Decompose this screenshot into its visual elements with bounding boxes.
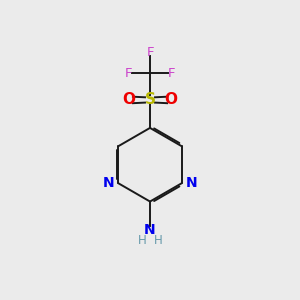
Text: H: H bbox=[154, 234, 163, 247]
Text: S: S bbox=[145, 92, 155, 107]
Text: F: F bbox=[125, 67, 133, 80]
Text: N: N bbox=[103, 176, 115, 190]
Text: O: O bbox=[165, 92, 178, 107]
Text: H: H bbox=[137, 234, 146, 247]
Text: N: N bbox=[144, 223, 156, 236]
Text: O: O bbox=[122, 92, 135, 107]
Text: N: N bbox=[185, 176, 197, 190]
Text: F: F bbox=[167, 67, 175, 80]
Text: F: F bbox=[146, 46, 154, 59]
